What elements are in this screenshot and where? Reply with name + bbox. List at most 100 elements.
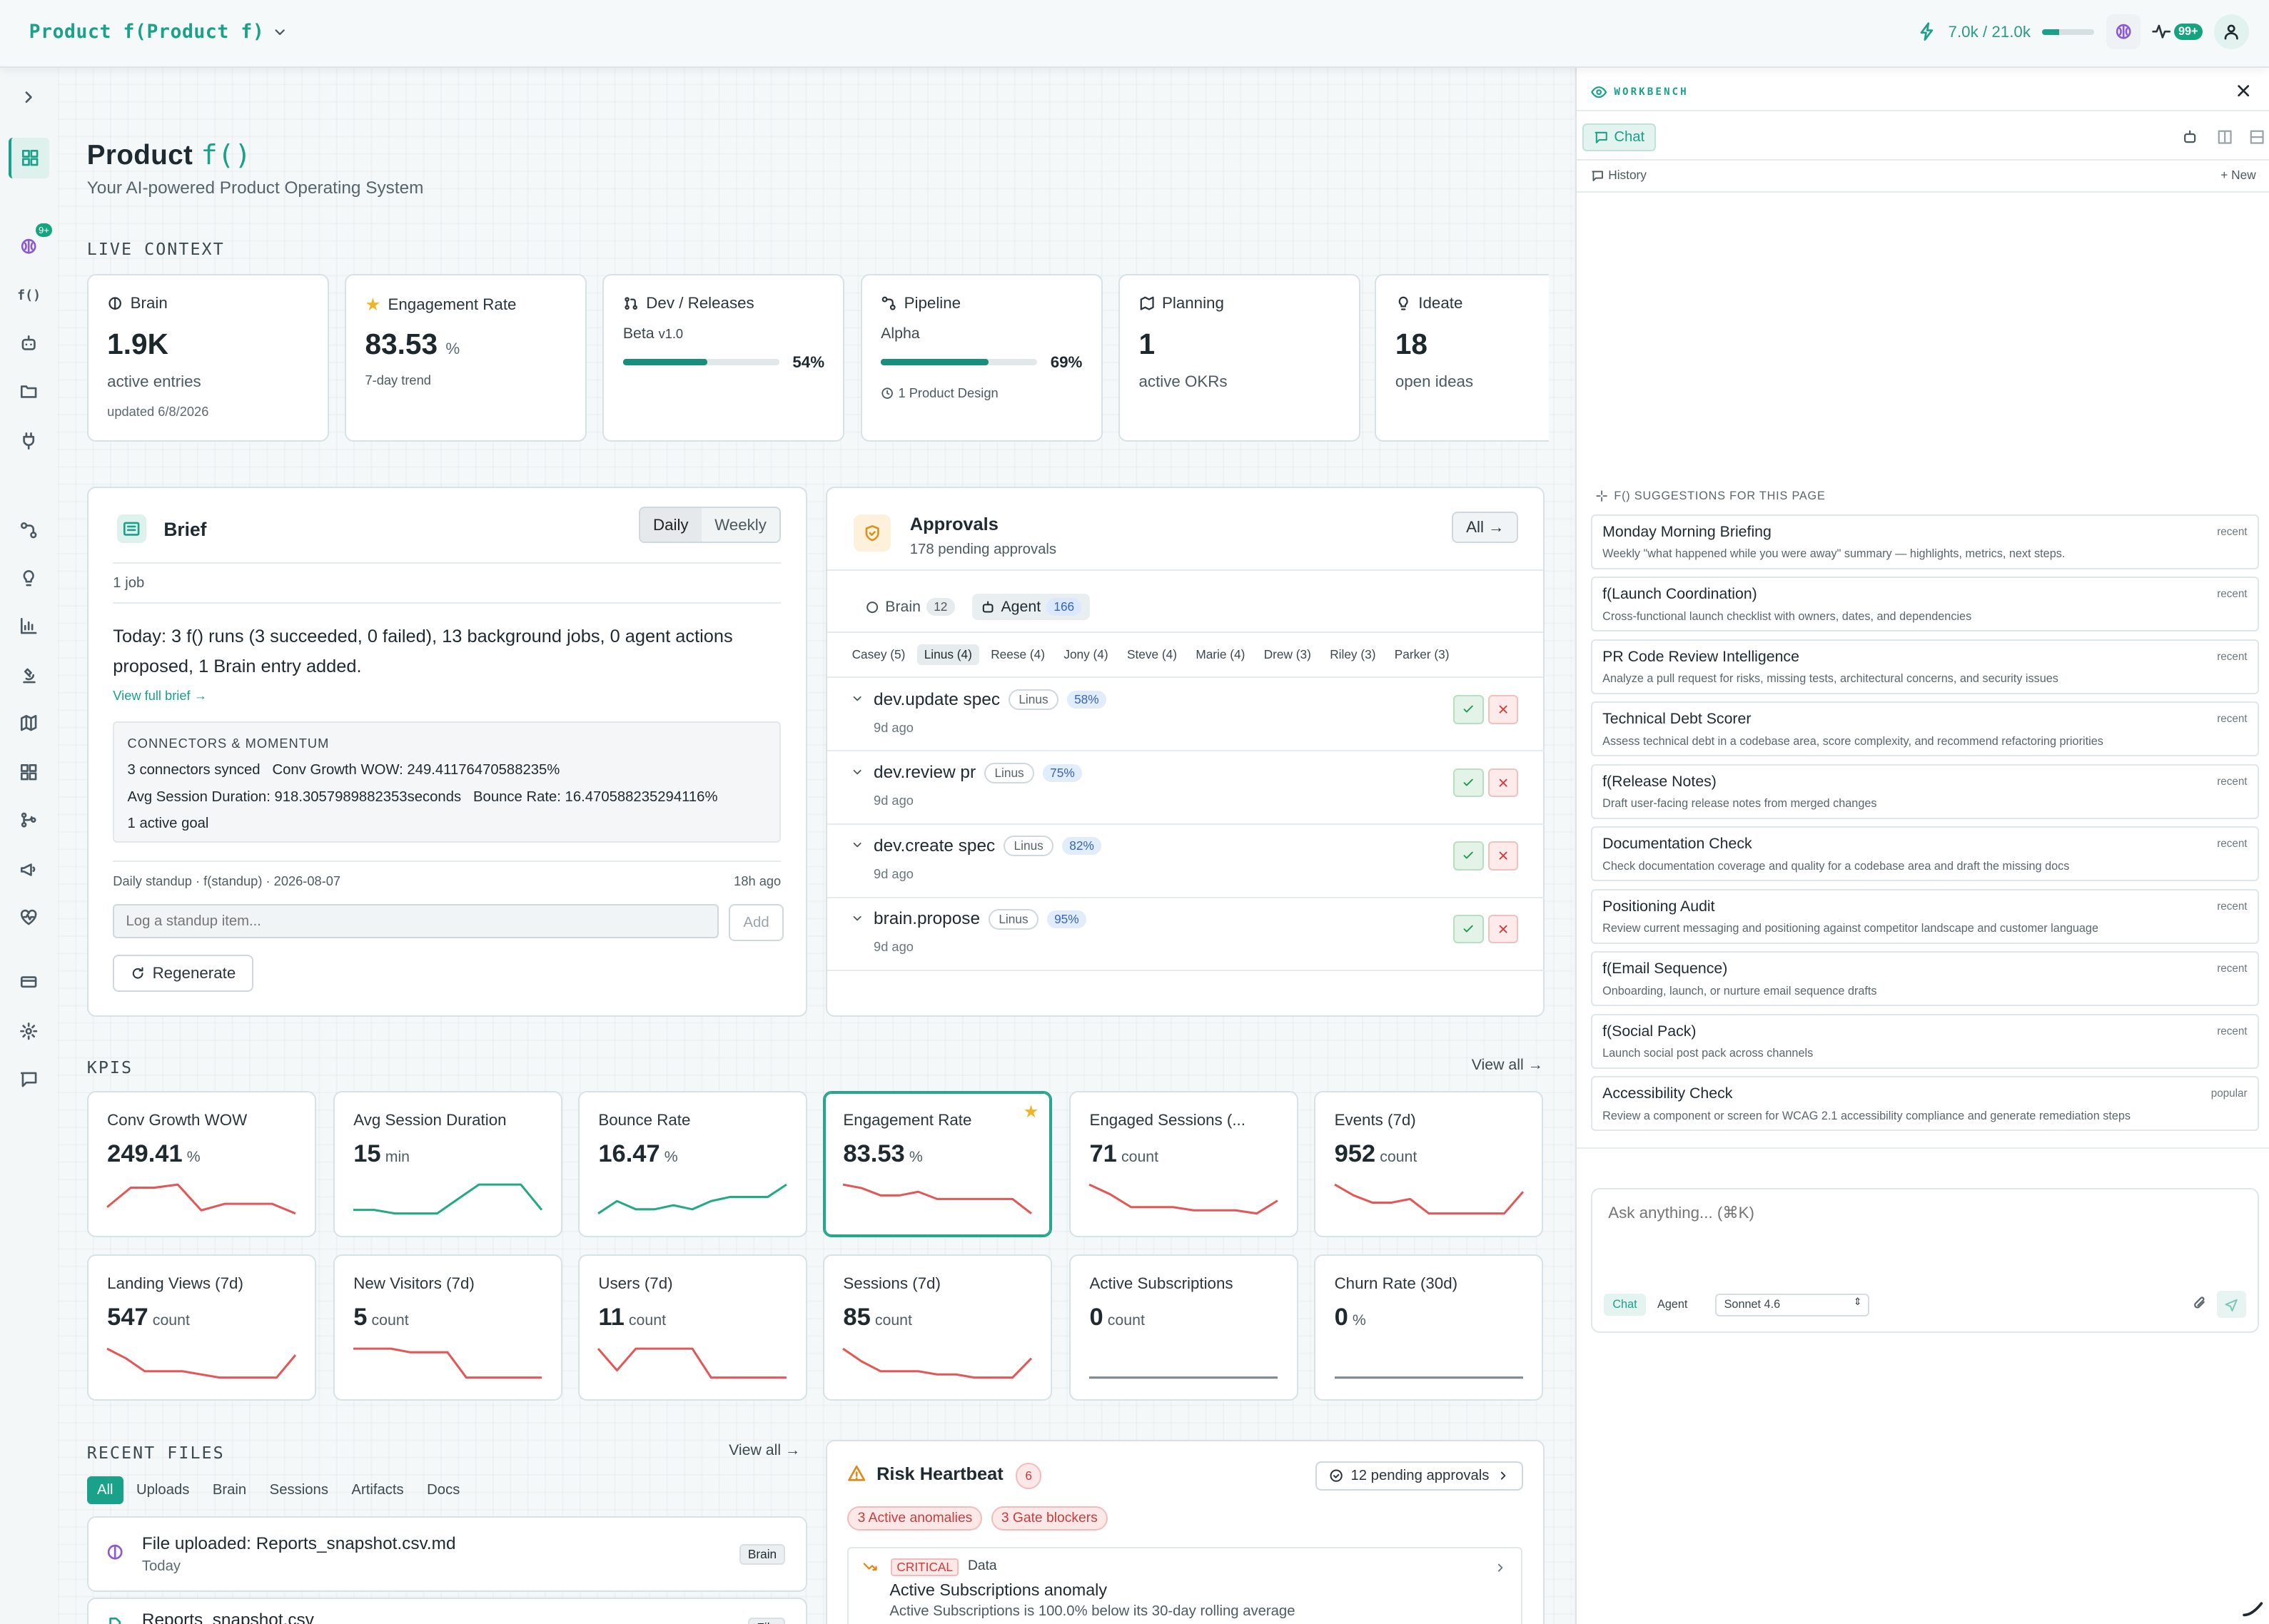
approval-row[interactable]: dev.create spec Linus 82% 9d ago [827,824,1545,898]
nav-billing[interactable] [14,968,44,997]
tab-docs[interactable]: Docs [427,1481,460,1498]
approve-button[interactable] [1453,768,1484,798]
file-row[interactable]: File uploaded: Reports_snapshot.csv.md T… [86,1516,807,1592]
history-button[interactable]: History [1591,168,1647,183]
mode-agent[interactable]: Agent [1657,1297,1688,1311]
approver-tab[interactable]: Parker (3) [1394,647,1450,662]
nav-git[interactable] [14,806,44,835]
chevron-down-icon[interactable] [851,692,864,705]
reject-button[interactable] [1487,768,1519,798]
suggestion-item[interactable]: f(Launch Coordination) Cross-functional l… [1590,577,2259,632]
nav-dashboard[interactable] [9,137,49,178]
nav-pipeline[interactable] [14,516,44,545]
suggestion-item[interactable]: Positioning Audit Review current messagin… [1590,888,2259,944]
kpi-card[interactable]: Engaged Sessions (... 71 count [1069,1090,1298,1237]
approve-button[interactable] [1453,914,1484,944]
approver-tab[interactable]: Marie (4) [1196,647,1245,662]
suggestion-item[interactable]: Documentation Check Check documentation c… [1590,826,2259,882]
nav-roadmap[interactable] [14,709,44,738]
tab-daily[interactable]: Daily [640,508,702,542]
suggestion-item[interactable]: f(Release Notes) Draft user-facing releas… [1590,763,2259,819]
context-card-ideate[interactable]: Ideate 18 open ideas [1375,273,1550,442]
reject-button[interactable] [1487,914,1519,944]
split-vertical-button[interactable] [2217,129,2233,145]
reject-button[interactable] [1487,695,1519,724]
standup-input[interactable] [113,903,719,939]
view-full-brief-link[interactable]: View full brief → [113,688,207,704]
tab-agent[interactable]: Agent 166 [971,594,1091,621]
activity-button[interactable]: 99+ [2152,22,2203,41]
gate-blockers-tag[interactable]: 3 Gate blockers [991,1506,1108,1531]
brain-button[interactable] [2106,14,2141,50]
chevron-down-icon[interactable] [851,912,864,925]
add-standup-button[interactable]: Add [729,903,784,942]
pending-approvals-button[interactable]: 12 pending approvals [1315,1461,1523,1491]
kpi-card[interactable]: Bounce Rate 16.47% [577,1090,807,1237]
nav-analytics[interactable] [14,611,44,641]
chat-input[interactable] [1605,1200,2249,1265]
approval-row[interactable]: dev.update spec Linus 58% 9d ago [827,678,1545,752]
tab-brain[interactable]: Brain 12 [856,594,964,620]
star-icon[interactable]: ★ [1023,1102,1039,1122]
kpi-card[interactable]: Active Subscriptions 0 count [1069,1254,1298,1401]
file-row[interactable]: Reports_snapshot.csv File [86,1598,807,1624]
send-button[interactable] [2216,1290,2246,1319]
tab-artifacts[interactable]: Artifacts [351,1481,404,1498]
split-horizontal-button[interactable] [2249,129,2265,145]
approval-row[interactable]: brain.propose Linus 95% 9d ago [827,898,1545,972]
nav-ideate[interactable] [14,564,44,593]
kpi-card[interactable]: Conv Growth WOW 249.41% [86,1090,316,1237]
close-workbench-button[interactable] [2234,81,2253,100]
kpi-card[interactable]: Churn Rate (30d) 0% [1314,1254,1543,1401]
tab-brain[interactable]: Brain [212,1481,247,1498]
user-avatar[interactable] [2213,14,2249,50]
model-select[interactable]: Sonnet 4.6 ⇕ [1715,1293,1869,1317]
kpi-card[interactable]: Engagement Rate ★ 83.53% [823,1090,1052,1237]
tab-sessions[interactable]: Sessions [269,1481,328,1498]
tab-all[interactable]: All [86,1476,123,1504]
reject-button[interactable] [1487,841,1519,871]
suggestion-item[interactable]: PR Code Review Intelligence Analyze a pul… [1590,639,2259,694]
approval-row[interactable]: dev.review pr Linus 75% 9d ago [827,751,1545,825]
context-card-pipeline[interactable]: Pipeline Alpha 69% 1 Product Design [860,273,1103,442]
kpi-card[interactable]: New Visitors (7d) 5 count [333,1254,562,1401]
context-card-engagement[interactable]: ★ Engagement Rate 83.53 % 7-day trend [345,273,587,442]
nav-agents[interactable] [14,329,44,358]
approver-tab[interactable]: Jony (4) [1063,647,1108,662]
context-card-planning[interactable]: Planning 1 active OKRs [1118,273,1361,442]
approve-button[interactable] [1453,695,1484,724]
risk-item[interactable]: CRITICAL Data Active Subscriptions anoma… [847,1547,1523,1624]
kpi-card[interactable]: Sessions (7d) 85 count [823,1254,1052,1401]
approvals-all-button[interactable]: All → [1452,511,1519,544]
kpi-card[interactable]: Avg Session Duration 15 min [333,1090,562,1237]
nav-feedback[interactable] [14,1065,44,1094]
approver-tab[interactable]: Casey (5) [851,647,906,662]
new-chat-button[interactable]: + New [2220,168,2256,183]
agent-mode-button[interactable] [2182,129,2198,145]
nav-files[interactable] [14,377,44,406]
suggestion-item[interactable]: f(Social Pack) Launch social post pack ac… [1590,1013,2259,1069]
approver-tab[interactable]: Drew (3) [1263,647,1311,662]
context-card-dev-releases[interactable]: Dev / Releases Beta v1.0 54% [602,273,845,442]
resize-handle[interactable] [2241,1595,2264,1618]
chevron-down-icon[interactable] [851,766,864,778]
nav-research[interactable] [14,661,44,690]
kpi-card[interactable]: Events (7d) 952 count [1314,1090,1543,1237]
context-card-brain[interactable]: Brain 1.9K active entries updated 6/8/20… [86,273,329,442]
tab-uploads[interactable]: Uploads [136,1481,190,1498]
tab-chat[interactable]: Chat [1582,123,1657,151]
nav-apps[interactable] [14,758,44,787]
suggestion-item[interactable]: f(Email Sequence) Onboarding, launch, or … [1590,951,2259,1007]
kpi-card[interactable]: Landing Views (7d) 547 count [86,1254,316,1401]
nav-settings[interactable] [14,1017,44,1046]
approver-tab[interactable]: Steve (4) [1126,647,1177,662]
suggestion-item[interactable]: Accessibility Check Review a component or… [1590,1076,2259,1132]
nav-connectors[interactable] [14,426,44,455]
suggestion-item[interactable]: Technical Debt Scorer Assess technical de… [1590,701,2259,757]
recent-files-view-all-link[interactable]: View all → [729,1441,801,1458]
anomalies-tag[interactable]: 3 Active anomalies [847,1506,983,1531]
product-switcher[interactable]: Product f(Product f) [29,21,288,43]
attach-button[interactable] [2192,1295,2208,1311]
expand-sidebar-button[interactable] [14,83,44,112]
tab-weekly[interactable]: Weekly [714,515,767,534]
